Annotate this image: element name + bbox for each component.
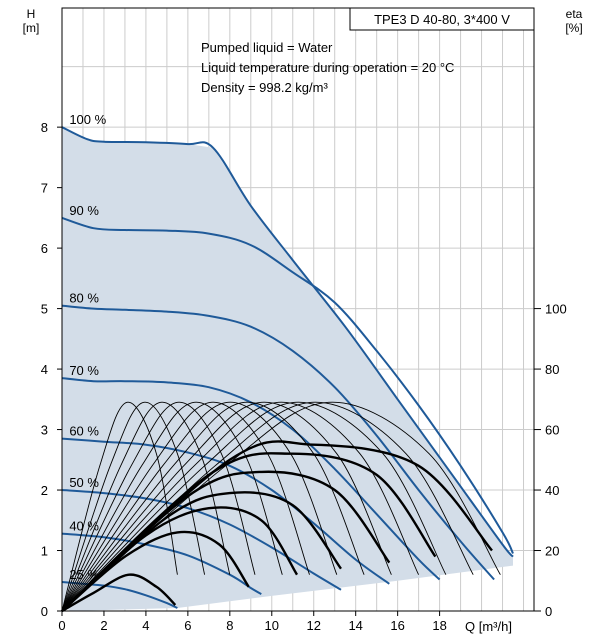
- x-tick-label: 2: [100, 618, 107, 633]
- x-tick-label: 12: [306, 618, 320, 633]
- efficiency-curve-thin-4: [61, 401, 256, 612]
- head-curves: [61, 126, 514, 609]
- efficiency-curve-thick-6: [61, 452, 437, 612]
- head-curve-5: [61, 437, 390, 585]
- y-right-axis-unit: [%]: [565, 21, 582, 35]
- y-left-tick-label: 3: [41, 423, 48, 438]
- head-curve-1: [61, 126, 514, 558]
- y-left-tick-label: 0: [41, 604, 48, 619]
- head-curve-2: [61, 216, 514, 554]
- head-curve-7: [61, 532, 262, 595]
- speed-labels: 100 % 90 % 80 % 70 % 60 % 50 % 40 % 25 %: [69, 112, 106, 582]
- speed-label: 80 %: [69, 291, 99, 306]
- y-axis-left-ticks: 0 1 2 3 4 5 6 7 8: [41, 120, 62, 619]
- plot-frame: [61, 7, 535, 612]
- y-left-tick-label: 6: [41, 241, 48, 256]
- note-density: Density = 998.2 kg/m³: [201, 80, 328, 95]
- note-liquid-temperature: Liquid temperature during operation = 20…: [201, 60, 454, 75]
- efficiency-curve-thin-7: [61, 401, 338, 612]
- efficiency-curve-thin-2: [61, 401, 206, 612]
- y-right-tick-label: 40: [545, 483, 559, 498]
- efficiency-curves: [61, 401, 501, 613]
- x-tick-label: 14: [348, 618, 362, 633]
- head-curve-8: [61, 581, 178, 609]
- y-left-axis-unit: [m]: [23, 21, 40, 35]
- speed-label: 40 %: [69, 519, 99, 534]
- y-right-axis-name: eta: [566, 7, 583, 21]
- y-right-tick-label: 20: [545, 544, 559, 559]
- speed-label: 70 %: [69, 363, 99, 378]
- x-axis-label: Q [m³/h]: [465, 619, 512, 634]
- speed-label: 100 %: [69, 112, 106, 127]
- title-box: [349, 7, 535, 31]
- y-left-tick-label: 4: [41, 362, 48, 377]
- y-left-tick-label: 1: [41, 544, 48, 559]
- x-tick-label: 4: [142, 618, 149, 633]
- x-tick-label: 6: [184, 618, 191, 633]
- y-left-axis-name: H: [27, 7, 36, 21]
- x-tick-label: 16: [390, 618, 404, 633]
- efficiency-curve-thin-10: [61, 401, 420, 612]
- x-tick-label: 0: [58, 618, 65, 633]
- efficiency-curve-thin-3: [61, 401, 231, 612]
- y-right-tick-label: 100: [545, 302, 567, 317]
- y-right-tick-label: 0: [545, 604, 552, 619]
- speed-label: 90 %: [69, 203, 99, 218]
- efficiency-curve-thin-1: [61, 401, 178, 612]
- efficiency-curve-thin-8: [61, 401, 365, 612]
- y-left-tick-label: 2: [41, 483, 48, 498]
- head-curve-3: [61, 304, 495, 581]
- efficiency-curve-thin-5: [61, 401, 283, 612]
- operating-envelope: [62, 127, 513, 611]
- y-left-tick-label: 7: [41, 181, 48, 196]
- chart-title: TPE3 D 40-80, 3*400 V: [374, 12, 510, 27]
- efficiency-curve-thick-7: [61, 440, 493, 612]
- y-left-tick-label: 8: [41, 120, 48, 135]
- head-curve-6: [61, 489, 342, 591]
- y-right-tick-label: 60: [545, 423, 559, 438]
- x-tick-label: 18: [432, 618, 446, 633]
- efficiency-curve-thin-9: [61, 401, 392, 612]
- note-pumped-liquid: Pumped liquid = Water: [201, 40, 333, 55]
- speed-label: 50 %: [69, 475, 99, 490]
- y-left-tick-label: 5: [41, 302, 48, 317]
- x-tick-label: 8: [226, 618, 233, 633]
- y-right-tick-label: 80: [545, 362, 559, 377]
- efficiency-curve-thin-11: [61, 401, 447, 612]
- speed-label: 60 %: [69, 424, 99, 439]
- efficiency-curve-thick-1: [61, 573, 177, 613]
- efficiency-curve-thin-6: [61, 401, 310, 612]
- x-tick-label: 10: [265, 618, 279, 633]
- x-axis-ticks: 0 2 4 6 8 10 12 14 16 18: [58, 611, 447, 633]
- y-axis-right-ticks: 0 20 40 60 80 100: [534, 302, 567, 619]
- speed-label: 25 %: [69, 567, 99, 582]
